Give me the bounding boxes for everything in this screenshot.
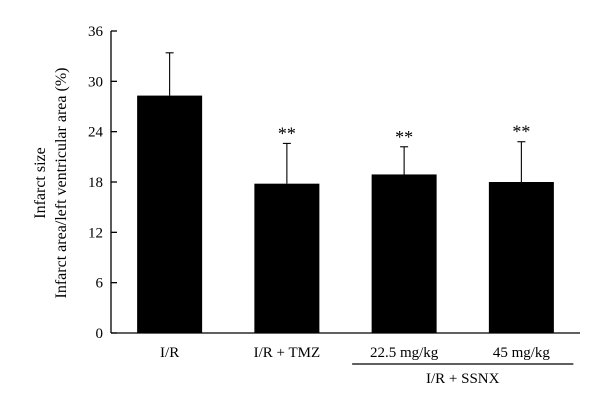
- x-tick-label: 22.5 mg/kg: [370, 345, 439, 361]
- x-tick-label: I/R + TMZ: [254, 345, 321, 361]
- y-axis-title-line1: Infarct size: [32, 147, 49, 219]
- y-tick-label: 0: [96, 326, 104, 342]
- y-tick-label: 24: [88, 125, 104, 141]
- y-tick-label: 6: [96, 276, 104, 292]
- bar: [137, 95, 203, 333]
- bar: [488, 182, 554, 333]
- y-tick-label: 30: [88, 74, 103, 90]
- y-tick-label: 36: [88, 24, 104, 40]
- y-tick-label: 18: [88, 175, 103, 191]
- y-ticks: 0 6 12 18 24 30 36: [88, 24, 117, 342]
- significance-label: **: [278, 123, 296, 143]
- bar: [371, 174, 437, 333]
- y-axis-title: Infarct size Infarct area/left ventricul…: [32, 68, 70, 299]
- x-labels: I/R I/R + TMZ 22.5 mg/kg 45 mg/kg: [160, 345, 550, 361]
- x-tick-label: 45 mg/kg: [493, 345, 551, 361]
- bar: [254, 183, 320, 333]
- significance-label: **: [395, 127, 413, 147]
- y-axis-title-line2: Infarct area/left ventricular area (%): [53, 68, 70, 299]
- y-tick-label: 12: [88, 225, 103, 241]
- significance-label: **: [512, 122, 530, 142]
- group-bracket: I/R + SSNX: [352, 363, 574, 387]
- x-tick-label: I/R: [160, 345, 179, 361]
- group-label: I/R + SSNX: [426, 371, 500, 387]
- bars: ** ** **: [137, 52, 554, 333]
